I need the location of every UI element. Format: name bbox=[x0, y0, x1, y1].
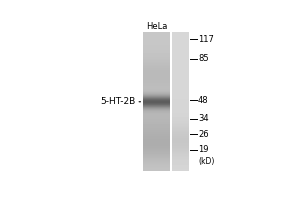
Text: 34: 34 bbox=[198, 114, 208, 123]
Text: 26: 26 bbox=[198, 130, 208, 139]
Text: 19: 19 bbox=[198, 145, 208, 154]
Text: 48: 48 bbox=[198, 96, 208, 105]
Text: (kD): (kD) bbox=[198, 157, 214, 166]
Text: 85: 85 bbox=[198, 54, 208, 63]
Text: 5-HT-2B: 5-HT-2B bbox=[100, 97, 136, 106]
Text: 117: 117 bbox=[198, 35, 214, 44]
Text: HeLa: HeLa bbox=[146, 22, 167, 31]
